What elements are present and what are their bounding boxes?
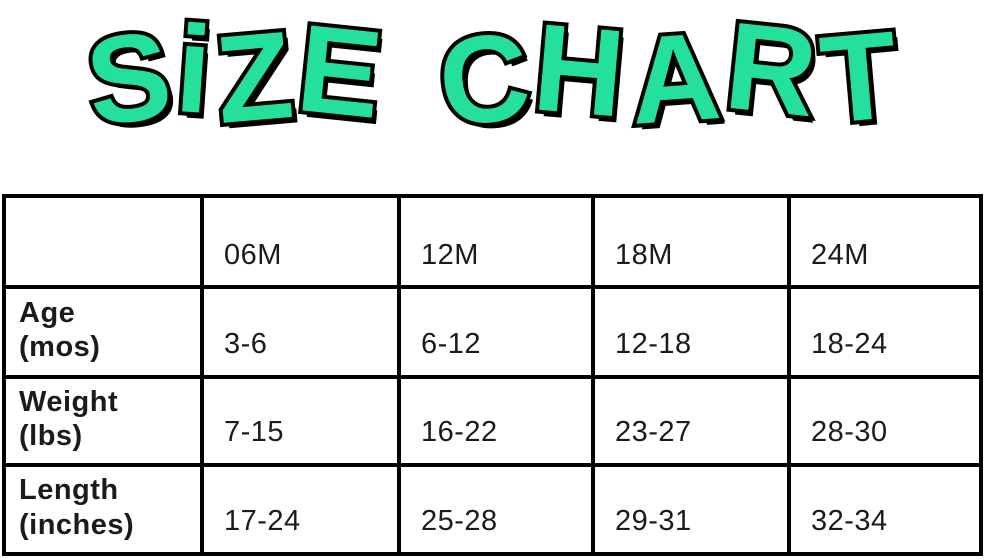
size-table: 06M 12M 18M 24M Age (mos) 3-6 6-12 12-18… bbox=[2, 194, 983, 556]
table-row-age: Age (mos) 3-6 6-12 12-18 18-24 bbox=[2, 285, 983, 379]
row-label-weight: Weight (lbs) bbox=[2, 375, 204, 467]
table-cell: 12-18 bbox=[591, 285, 791, 379]
table-cell: 25-28 bbox=[397, 463, 595, 556]
table-cell: 32-34 bbox=[787, 463, 983, 556]
table-cell: 7-15 bbox=[200, 375, 401, 467]
row-label-line2: (inches) bbox=[19, 508, 135, 541]
table-cell: 23-27 bbox=[591, 375, 791, 467]
title-letter: R bbox=[715, 0, 826, 147]
page-title: SiZE CHART bbox=[0, 0, 984, 157]
size-chart-table: 06M 12M 18M 24M Age (mos) 3-6 6-12 12-18… bbox=[2, 194, 983, 556]
table-cell: 17-24 bbox=[200, 463, 401, 556]
table-cell: 18-24 bbox=[787, 285, 983, 379]
table-cell: 16-22 bbox=[397, 375, 595, 467]
page-title-text: SiZE CHART bbox=[76, 0, 907, 157]
table-cell: 28-30 bbox=[787, 375, 983, 467]
title-letter: Z bbox=[207, 2, 302, 154]
title-letter: S bbox=[76, 1, 183, 156]
header-row: 06M 12M 18M 24M bbox=[2, 194, 983, 289]
title-letter: A bbox=[622, 3, 729, 155]
corner-cell bbox=[2, 194, 204, 289]
table-cell: 29-31 bbox=[591, 463, 791, 556]
column-header-18m: 18M bbox=[591, 194, 791, 289]
column-header-24m: 24M bbox=[787, 194, 983, 289]
row-label-length: Length (inches) bbox=[2, 463, 204, 556]
table-row-weight: Weight (lbs) 7-15 16-22 23-27 28-30 bbox=[2, 375, 983, 467]
column-header-12m: 12M bbox=[397, 194, 595, 289]
row-label-line2: (mos) bbox=[19, 331, 101, 363]
title-letter: i bbox=[167, 0, 219, 144]
column-header-06m: 06M bbox=[200, 194, 401, 289]
row-label-age: Age (mos) bbox=[2, 285, 204, 379]
table-cell: 6-12 bbox=[397, 285, 595, 379]
row-label-line2: (lbs) bbox=[19, 420, 83, 452]
title-letter: T bbox=[811, 2, 906, 154]
title-letter: C bbox=[428, 3, 539, 158]
title-letter: H bbox=[525, 0, 634, 148]
title-letter bbox=[387, 13, 433, 137]
title-letter: E bbox=[287, 0, 392, 149]
table-row-length: Length (inches) 17-24 25-28 29-31 32-34 bbox=[2, 463, 983, 556]
row-label-line1: Age bbox=[19, 296, 76, 329]
row-label-line1: Length bbox=[19, 474, 119, 507]
table-cell: 3-6 bbox=[200, 285, 401, 379]
row-label-line1: Weight bbox=[19, 385, 119, 418]
